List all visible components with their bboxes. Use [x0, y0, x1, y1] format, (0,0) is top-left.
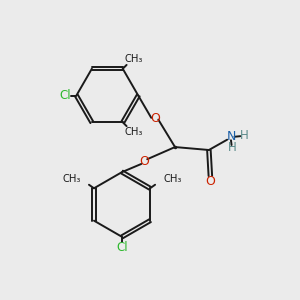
Text: CH₃: CH₃ [124, 54, 142, 64]
Text: CH₃: CH₃ [63, 174, 81, 184]
Text: H: H [228, 141, 237, 154]
Text: Cl: Cl [116, 241, 128, 254]
Text: O: O [140, 155, 149, 168]
Text: H: H [240, 129, 249, 142]
Text: CH₃: CH₃ [163, 174, 182, 184]
Text: O: O [206, 175, 215, 188]
Text: O: O [150, 112, 160, 125]
Text: N: N [226, 130, 236, 143]
Text: Cl: Cl [59, 89, 71, 102]
Text: CH₃: CH₃ [124, 127, 142, 137]
